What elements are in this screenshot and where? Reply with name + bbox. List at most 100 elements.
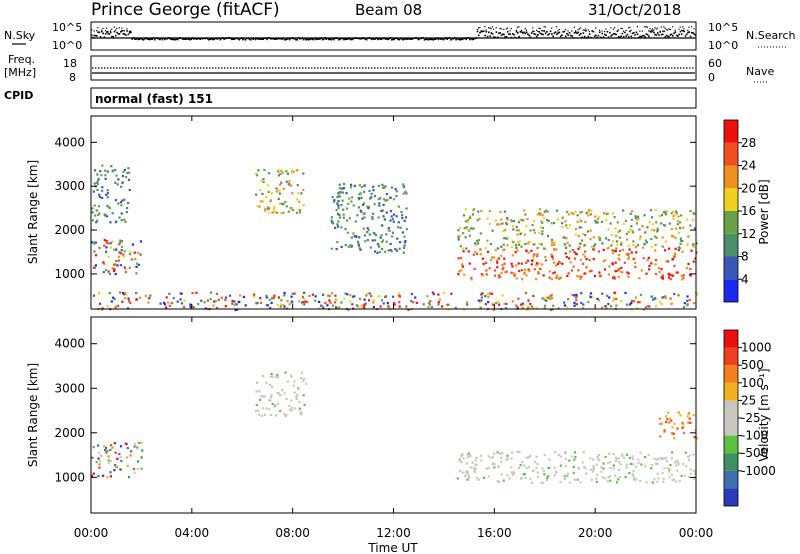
heatmap-cell <box>501 452 504 455</box>
heatmap-cell <box>641 225 644 228</box>
heatmap-cell <box>634 261 637 264</box>
heatmap-cell <box>94 264 97 267</box>
heatmap-cell <box>262 395 265 398</box>
heatmap-cell <box>551 241 554 244</box>
heatmap-cell <box>683 302 686 305</box>
heatmap-cell <box>385 211 388 214</box>
heatmap-cell <box>669 278 672 281</box>
heatmap-cell <box>667 411 670 414</box>
freq-panel: Freq. [MHz] 18 8 60 0 Nave <box>4 53 774 84</box>
heatmap-cell <box>506 454 509 457</box>
heatmap-cell <box>682 425 685 428</box>
heatmap-cell <box>527 299 530 302</box>
heatmap-cell <box>405 227 408 231</box>
heatmap-cell <box>147 301 150 304</box>
heatmap-cell <box>542 297 546 300</box>
heatmap-cell <box>606 212 609 215</box>
heatmap-cell <box>523 209 526 212</box>
heatmap-cell <box>368 233 371 236</box>
heatmap-cell <box>497 276 500 279</box>
heatmap-cell <box>645 481 648 484</box>
heatmap-cell <box>138 296 141 299</box>
heatmap-cell <box>296 393 299 396</box>
heatmap-cell <box>540 220 543 223</box>
heatmap-cell <box>385 192 389 196</box>
heatmap-cell <box>621 248 625 251</box>
heatmap-cell <box>366 238 369 242</box>
heatmap-cell <box>583 244 586 247</box>
heatmap-cell <box>397 205 400 208</box>
heatmap-cell <box>292 384 295 387</box>
colorbar-swatch <box>724 330 738 348</box>
heatmap-cell <box>288 408 291 411</box>
heatmap-cell <box>280 299 283 302</box>
heatmap-cell <box>93 182 96 185</box>
heatmap-cell <box>337 199 340 203</box>
heatmap-cell <box>601 220 604 223</box>
heatmap-cell <box>635 251 638 254</box>
heatmap-cell <box>503 302 506 305</box>
heatmap-cell <box>353 184 356 188</box>
heatmap-cell <box>654 249 657 252</box>
heatmap-cell <box>462 250 465 253</box>
heatmap-cell <box>487 455 490 458</box>
heatmap-cell <box>562 236 565 239</box>
heatmap-cell <box>661 236 664 239</box>
heatmap-cell <box>596 473 599 476</box>
heatmap-cell <box>677 231 681 235</box>
heatmap-cell <box>689 268 692 271</box>
heatmap-cell <box>468 234 471 237</box>
x-tick-label: 20:00 <box>578 526 613 540</box>
heatmap-cell <box>582 303 585 306</box>
heatmap-cell <box>113 268 116 271</box>
heatmap-cell <box>574 233 577 236</box>
heatmap-cell <box>362 227 365 230</box>
heatmap-cell <box>114 451 117 454</box>
heatmap-cell <box>604 477 607 480</box>
nsky-label: N.Sky <box>4 29 36 42</box>
heatmap-cell <box>113 297 116 301</box>
heatmap-cell <box>492 256 496 259</box>
heatmap-cell <box>515 264 518 267</box>
heatmap-cell <box>463 308 466 311</box>
heatmap-cell <box>342 213 345 216</box>
heatmap-cell <box>523 271 527 274</box>
heatmap-cell <box>101 189 104 192</box>
heatmap-cell <box>384 199 387 202</box>
heatmap-cell <box>290 399 293 402</box>
heatmap-cell <box>397 294 401 297</box>
heatmap-cell <box>650 237 653 241</box>
heatmap-cell <box>95 460 98 464</box>
heatmap-cell <box>400 214 404 217</box>
heatmap-cell <box>335 247 338 251</box>
heatmap-cell <box>521 278 524 281</box>
y-tick-label: 1000 <box>54 267 85 281</box>
heatmap-cell <box>270 192 273 195</box>
heatmap-cell <box>487 466 490 470</box>
heatmap-cell <box>415 301 418 304</box>
heatmap-cell <box>162 301 166 304</box>
heatmap-cell <box>256 204 260 208</box>
heatmap-cell <box>266 184 270 187</box>
heatmap-cell <box>217 298 220 301</box>
heatmap-cell <box>675 459 678 462</box>
heatmap-cell <box>209 297 212 301</box>
heatmap-cell <box>92 241 95 244</box>
heatmap-cell <box>119 291 122 294</box>
heatmap-cell <box>472 209 475 212</box>
heatmap-cell <box>191 292 194 295</box>
heatmap-cell <box>611 249 614 252</box>
heatmap-cell <box>657 477 660 480</box>
heatmap-cell <box>518 450 521 453</box>
heatmap-cell <box>285 180 288 183</box>
heatmap-cell <box>644 239 648 242</box>
heatmap-cell <box>332 222 335 225</box>
heatmap-cell <box>107 255 110 258</box>
heatmap-cell <box>477 478 480 481</box>
heatmap-cell <box>637 462 640 465</box>
heatmap-cell <box>104 174 107 177</box>
heatmap-cell <box>510 245 514 249</box>
heatmap-cell <box>515 304 518 307</box>
heatmap-cell <box>135 298 138 301</box>
heatmap-cell <box>351 295 355 298</box>
